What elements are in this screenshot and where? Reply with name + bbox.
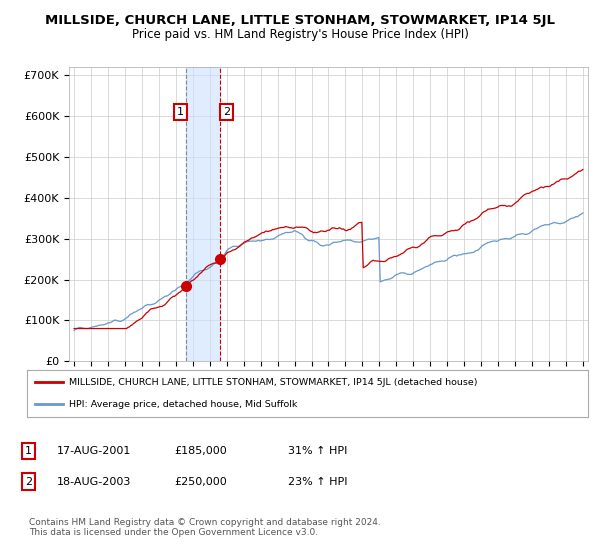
Text: 31% ↑ HPI: 31% ↑ HPI xyxy=(288,446,347,456)
Text: HPI: Average price, detached house, Mid Suffolk: HPI: Average price, detached house, Mid … xyxy=(69,400,298,409)
Text: 1: 1 xyxy=(177,107,184,117)
Text: 1: 1 xyxy=(25,446,32,456)
Bar xyxy=(187,67,220,361)
Text: 2: 2 xyxy=(25,477,32,487)
Text: Price paid vs. HM Land Registry's House Price Index (HPI): Price paid vs. HM Land Registry's House … xyxy=(131,28,469,41)
Text: MILLSIDE, CHURCH LANE, LITTLE STONHAM, STOWMARKET, IP14 5JL: MILLSIDE, CHURCH LANE, LITTLE STONHAM, S… xyxy=(45,14,555,27)
Text: £250,000: £250,000 xyxy=(174,477,227,487)
Text: 18-AUG-2003: 18-AUG-2003 xyxy=(57,477,131,487)
Text: 2: 2 xyxy=(223,107,230,117)
Text: £185,000: £185,000 xyxy=(174,446,227,456)
Text: Contains HM Land Registry data © Crown copyright and database right 2024.
This d: Contains HM Land Registry data © Crown c… xyxy=(29,518,380,538)
Text: 17-AUG-2001: 17-AUG-2001 xyxy=(57,446,131,456)
Text: MILLSIDE, CHURCH LANE, LITTLE STONHAM, STOWMARKET, IP14 5JL (detached house): MILLSIDE, CHURCH LANE, LITTLE STONHAM, S… xyxy=(69,378,478,387)
Text: 23% ↑ HPI: 23% ↑ HPI xyxy=(288,477,347,487)
